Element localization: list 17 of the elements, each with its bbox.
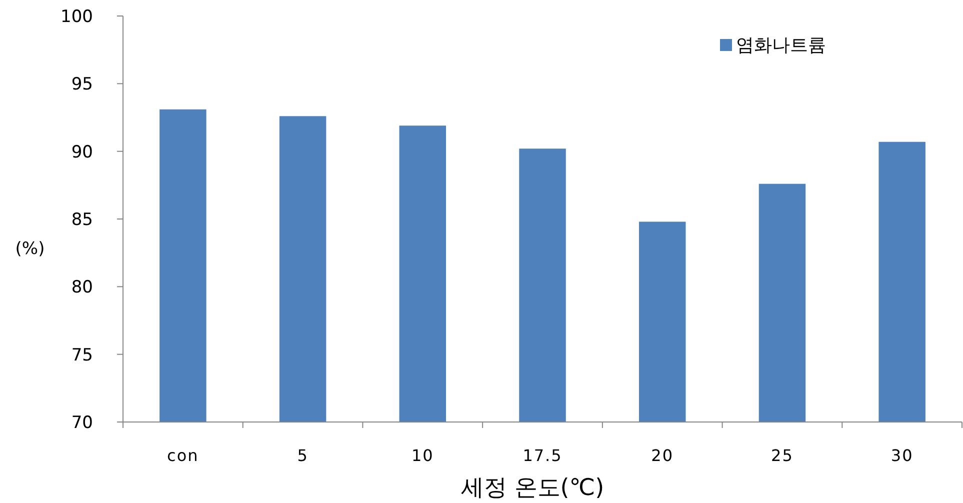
x-axis-title: 세정 온도(℃) [460, 475, 604, 501]
y-tick-label: 85 [71, 210, 93, 230]
x-tick-label: 30 [890, 446, 914, 465]
x-tick-label: 20 [651, 446, 674, 465]
x-tick-label: 5 [297, 446, 308, 465]
y-tick-label: 100 [60, 7, 93, 27]
x-tick-label: 17.5 [522, 446, 562, 465]
x-tick-label: 10 [411, 446, 434, 465]
y-tick-label: 70 [71, 413, 93, 433]
y-tick-label: 90 [71, 142, 93, 162]
y-tick-label: 80 [71, 278, 93, 298]
y-tick-label: 95 [71, 74, 93, 95]
x-tick-label: con [167, 446, 199, 465]
y-tick-label: 75 [71, 345, 93, 366]
x-tick-label: 25 [771, 446, 794, 465]
legend-label: 염화나트륨 [736, 35, 826, 56]
y-axis-title: (%) [15, 239, 45, 259]
